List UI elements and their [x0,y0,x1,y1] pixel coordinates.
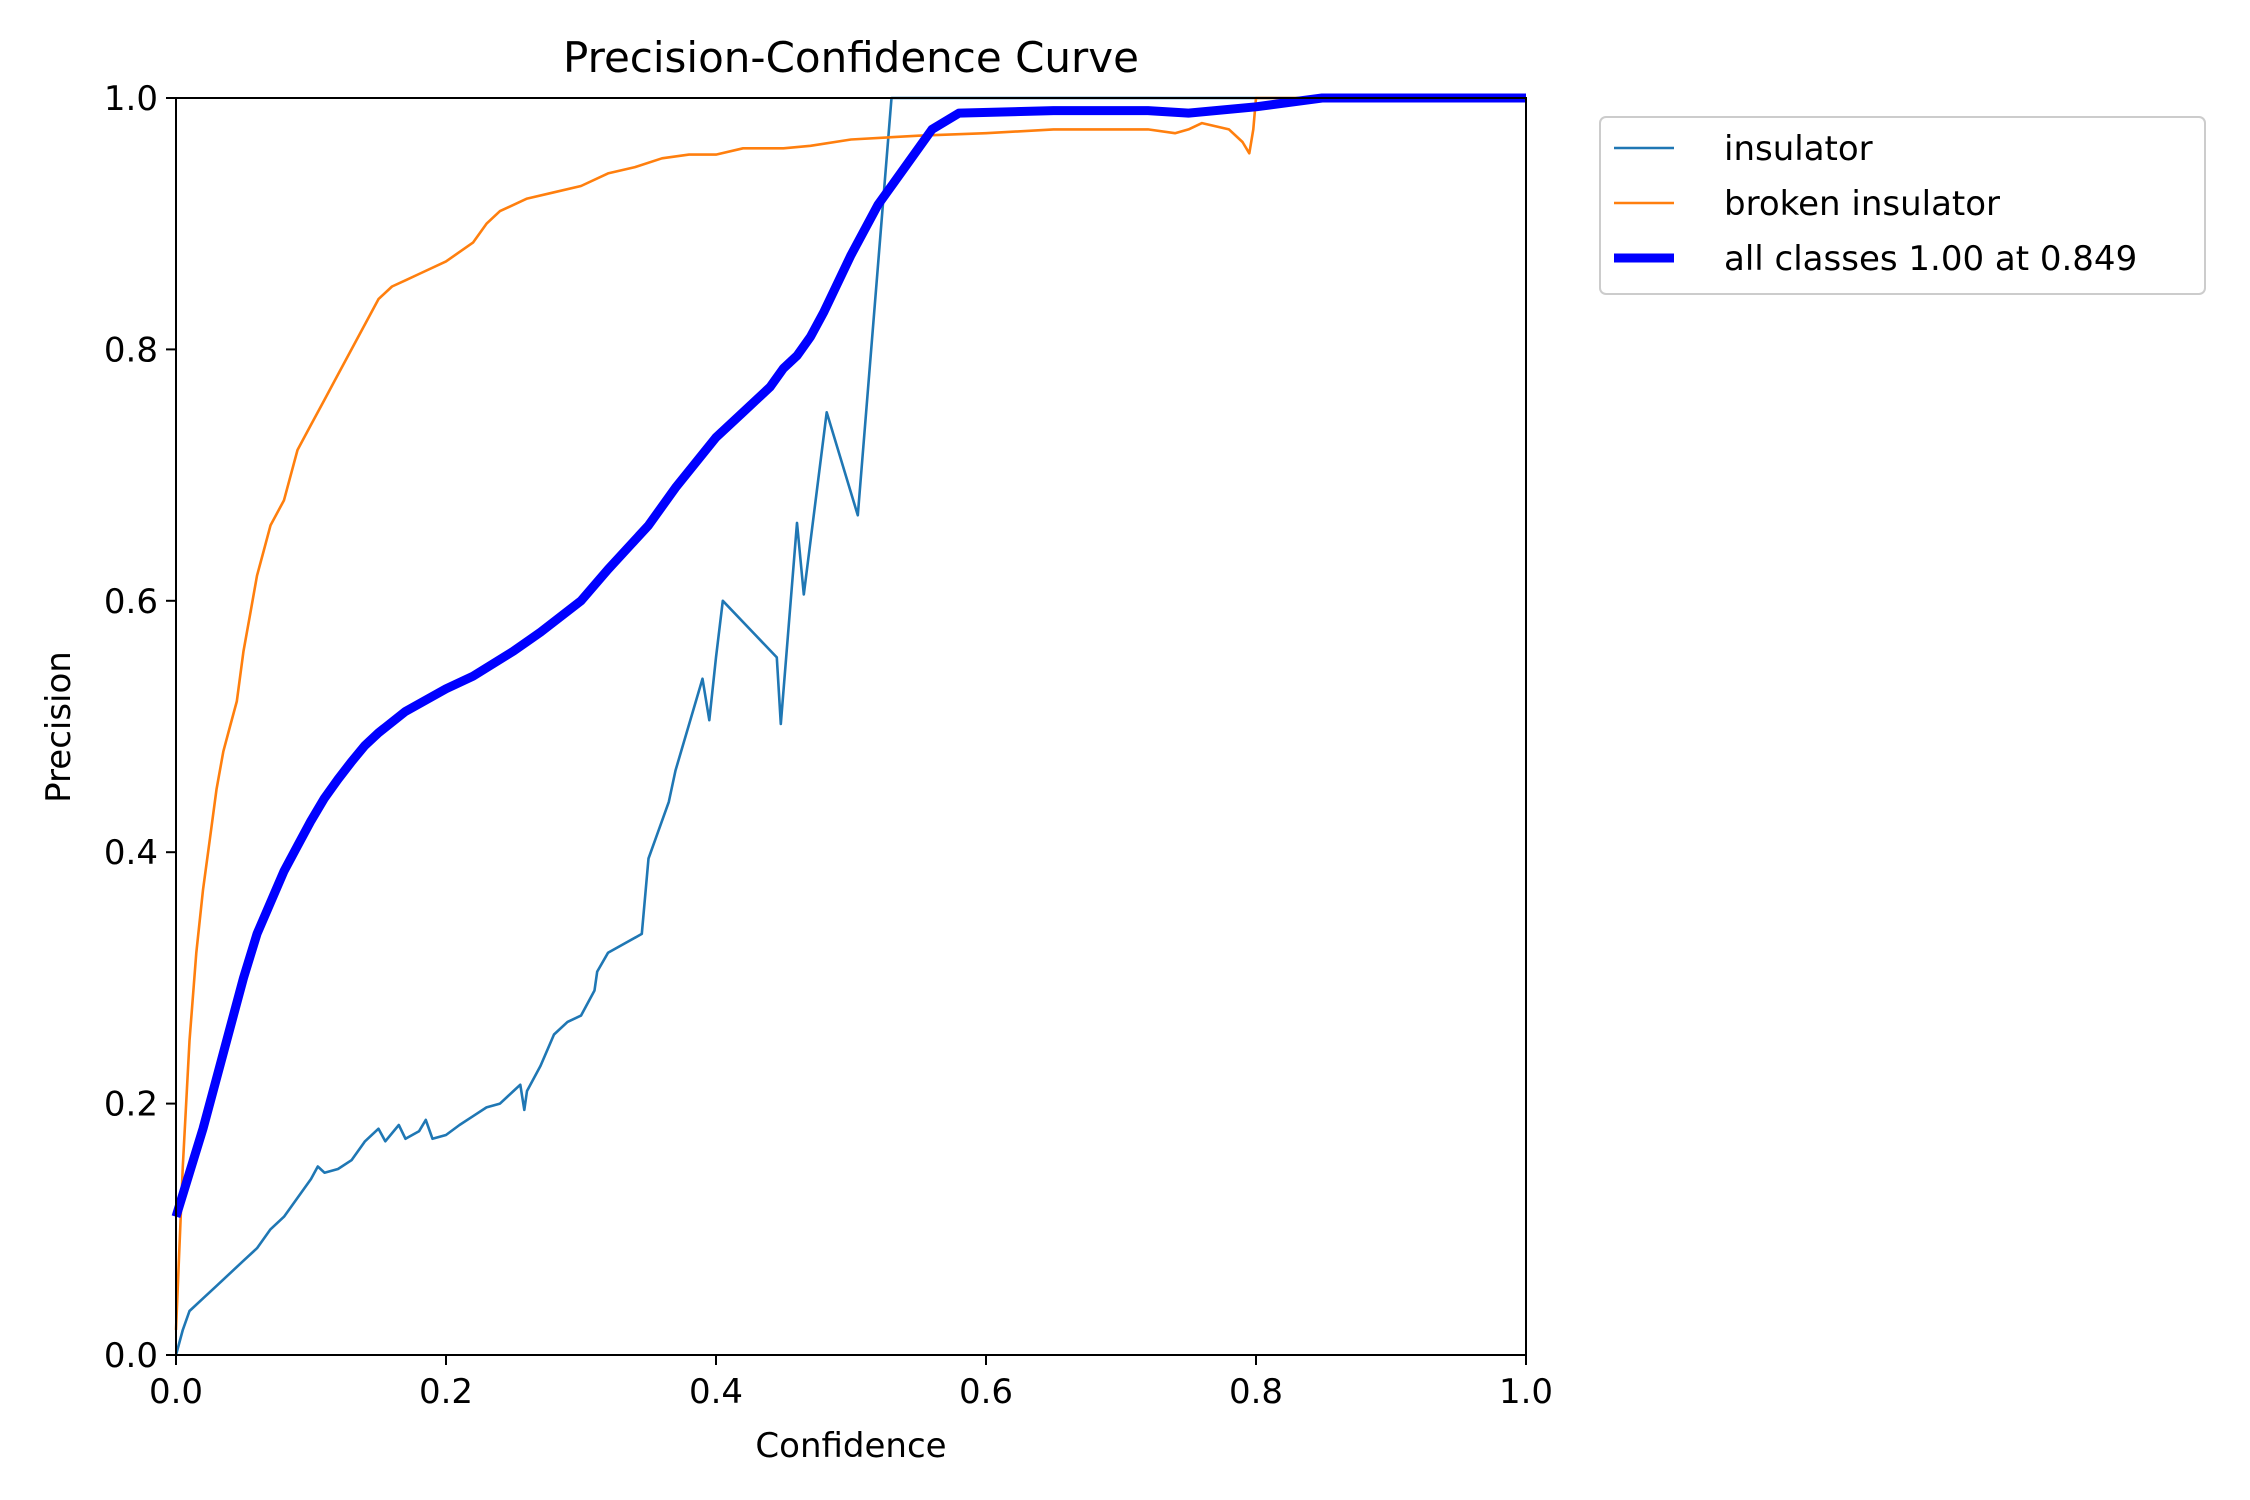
y-tick-label: 0.0 [104,1336,158,1376]
y-axis: 0.0 0.2 0.4 0.6 0.8 1.0 [104,79,176,1376]
series-line-3 [171,93,1526,1219]
x-axis-label: Confidence [755,1426,946,1466]
legend-frame [1599,116,2206,295]
series-line-2 [174,96,1526,1330]
x-tick-label: 0.0 [149,1372,203,1412]
legend: insulator broken insulator all classes 1.0… [1599,116,2206,295]
legend-label: insulator [1724,129,1873,169]
series-line-1 [174,96,1526,1356]
plot-frame [175,97,1527,1356]
y-tick-label: 1.0 [104,79,158,119]
y-axis-label: Precision [39,651,79,803]
legend-label: all classes 1.00 at 0.849 [1724,239,2137,279]
x-tick-label: 1.0 [1499,1372,1553,1412]
y-tick-label: 0.4 [104,833,158,873]
x-axis: 0.0 0.2 0.4 0.6 0.8 1.0 [149,1355,1553,1412]
plot-area [171,93,1526,1356]
chart-title: Precision-Confidence Curve [563,33,1139,82]
x-tick-label: 0.4 [689,1372,743,1412]
x-tick-label: 0.6 [959,1372,1013,1412]
x-tick-label: 0.2 [419,1372,473,1412]
y-tick-label: 0.6 [104,582,158,622]
y-tick-label: 0.2 [104,1085,158,1125]
y-tick-label: 0.8 [104,330,158,370]
x-tick-label: 0.8 [1229,1372,1283,1412]
legend-label: broken insulator [1724,184,2000,224]
